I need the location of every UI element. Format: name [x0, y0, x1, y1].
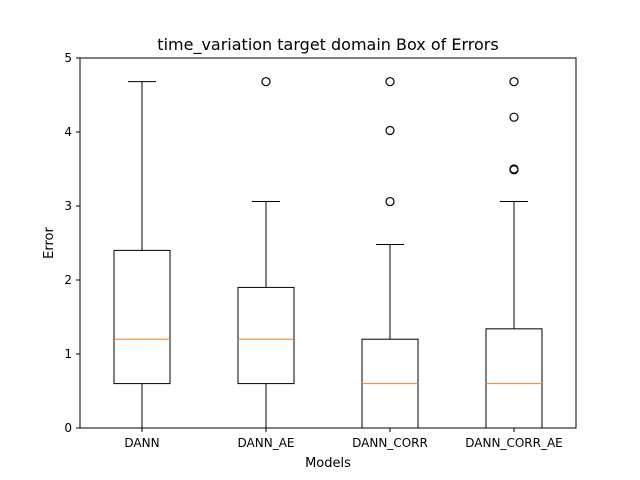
chart-title: time_variation target domain Box of Erro… — [157, 35, 498, 55]
outlier-point — [509, 112, 519, 122]
y-tick-label: 0 — [64, 421, 72, 435]
y-tick-label: 1 — [64, 347, 72, 361]
outlier-point — [385, 125, 395, 136]
y-tick-label: 2 — [64, 273, 72, 287]
y-tick-label: 3 — [64, 199, 72, 213]
y-axis-label: Error — [42, 227, 57, 259]
iqr-box — [237, 286, 295, 385]
x-tick-label: DANN_CORR_AE — [465, 436, 562, 450]
y-tick-label: 5 — [64, 51, 72, 65]
box-dann-corr — [361, 77, 419, 429]
box-series — [113, 77, 543, 429]
y-tick-label: 4 — [64, 125, 72, 139]
y-axis-ticks: 0 1 2 3 4 5 — [64, 51, 80, 435]
box-dann-corr-ae — [485, 77, 543, 429]
x-axis-label: Models — [305, 456, 351, 471]
outlier-point — [385, 196, 395, 207]
outlier-point — [385, 77, 395, 87]
outlier-point — [509, 164, 519, 174]
iqr-box — [113, 249, 171, 385]
iqr-box — [485, 328, 543, 429]
x-tick-label: DANN — [124, 436, 159, 450]
x-tick-label: DANN_AE — [238, 436, 295, 450]
box-dann — [113, 81, 171, 429]
x-tick-label: DANN_CORR — [352, 436, 428, 450]
box-dann-ae — [237, 77, 295, 429]
plot-frame — [79, 57, 577, 429]
outlier-point — [509, 77, 519, 87]
x-axis-ticks: DANN DANN_AE DANN_CORR DANN_CORR_AE — [124, 428, 563, 450]
outlier-point — [261, 77, 271, 87]
